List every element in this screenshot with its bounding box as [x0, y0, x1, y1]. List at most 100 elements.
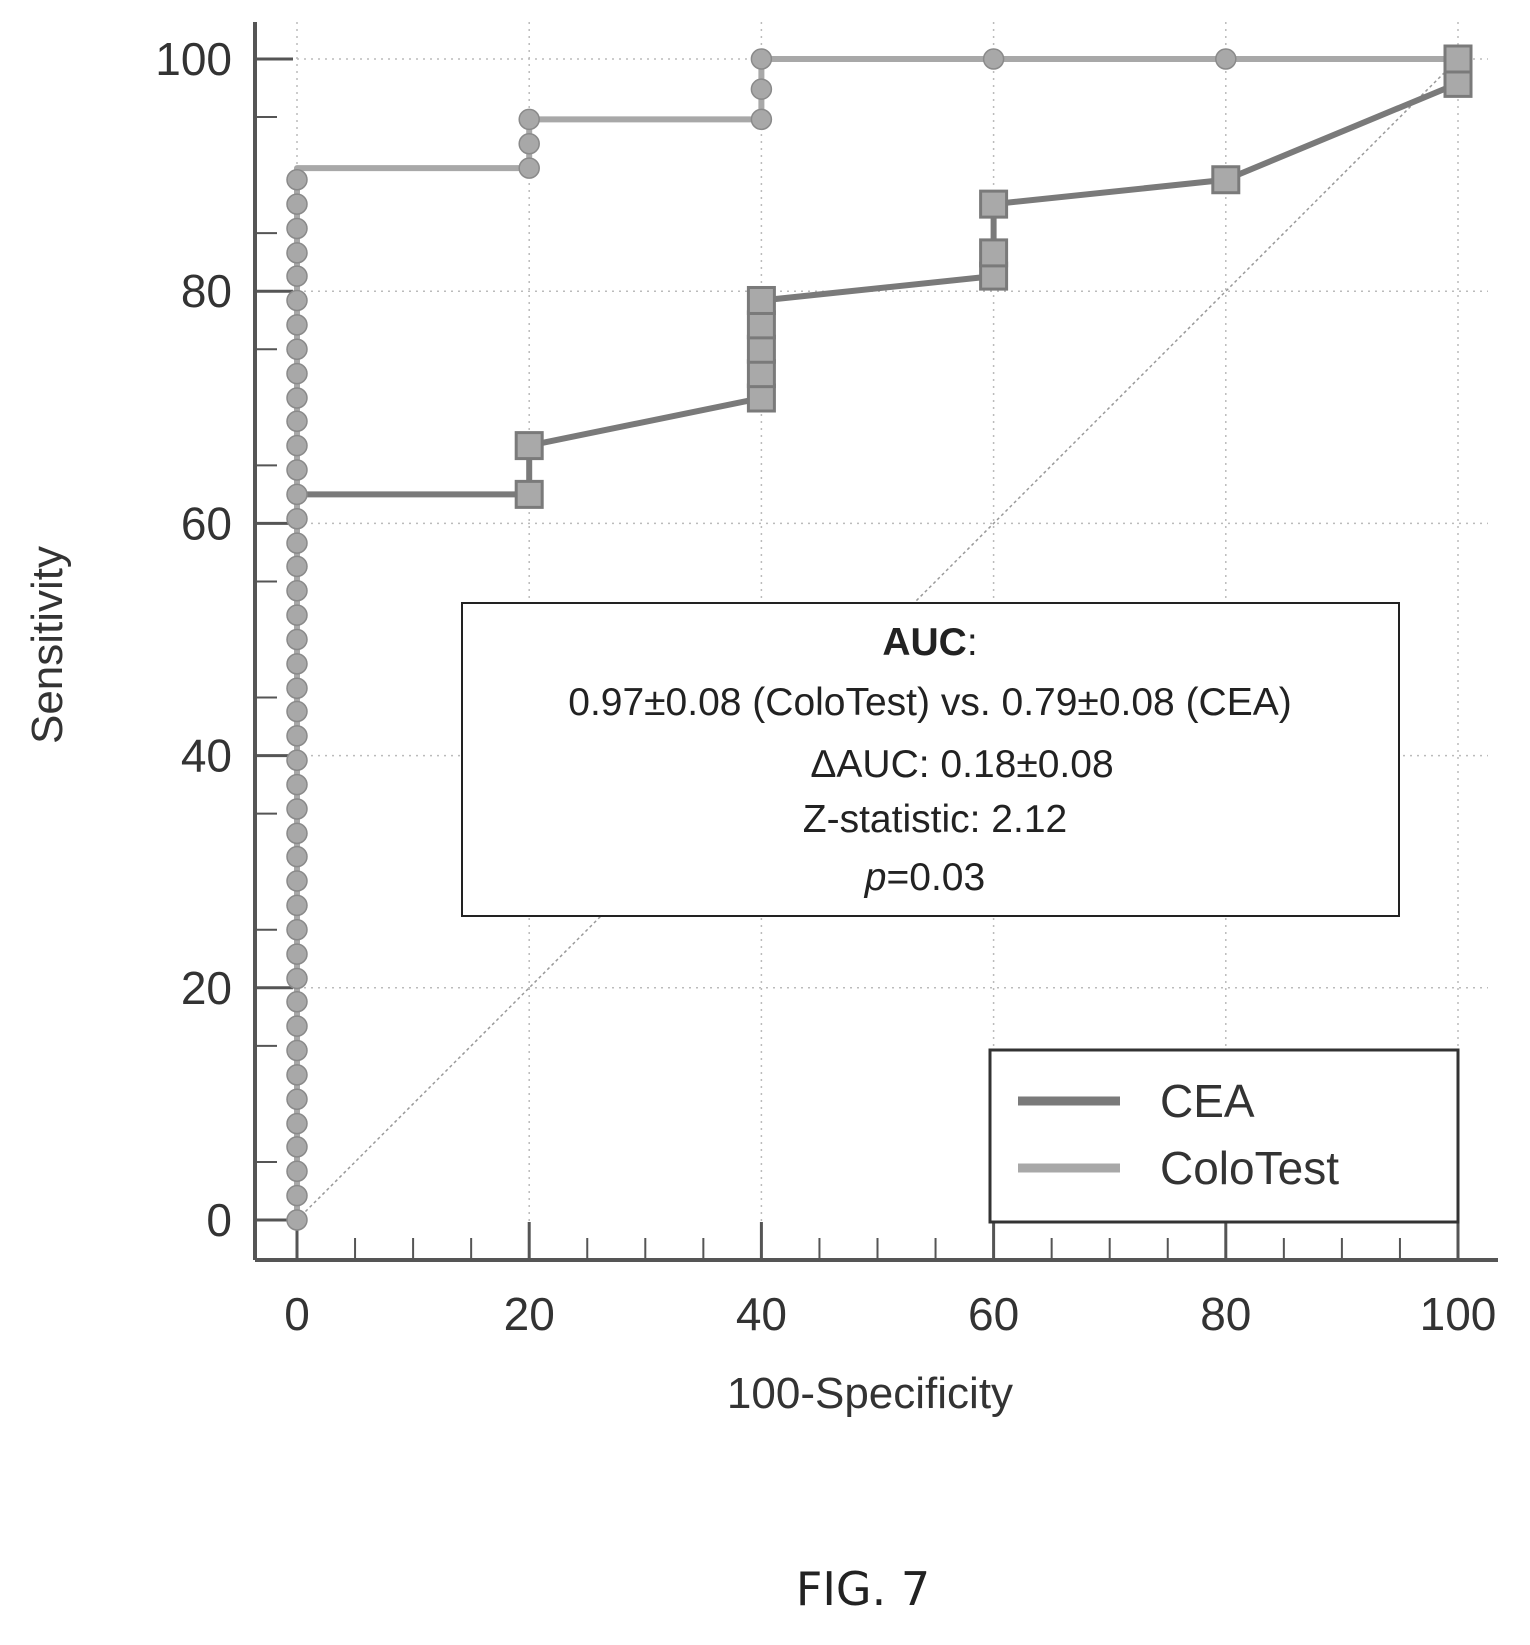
y-tick-label-20: 20: [181, 962, 232, 1014]
colotest-zero-point: [286, 773, 308, 796]
annotation-delta: ΔAUC: 0.18±0.08: [810, 743, 1113, 786]
colotest-zero-point: [286, 822, 308, 845]
y-tick-label-80: 80: [181, 265, 232, 317]
cea-point: [1443, 44, 1473, 74]
colotest-point: [982, 48, 1005, 70]
colotest-zero-point: [286, 1039, 308, 1062]
colotest-point: [518, 108, 540, 131]
colotest-zero-point: [286, 168, 308, 191]
colotest-zero-point: [286, 1112, 308, 1135]
cea-point: [746, 359, 776, 389]
colotest-point: [1215, 48, 1237, 70]
colotest-zero-point: [286, 1209, 308, 1231]
colotest-zero-point: [286, 193, 308, 215]
cea-point: [514, 479, 544, 509]
colotest-zero-point: [286, 943, 308, 965]
colotest-zero-point: [286, 483, 308, 506]
colotest-zero-point: [286, 532, 308, 554]
colotest-zero-point: [286, 1136, 308, 1158]
colotest-zero-point: [286, 217, 308, 240]
cea-point: [746, 285, 776, 315]
colotest-zero-point: [286, 870, 308, 892]
annotation-p-line: p=0.03: [864, 856, 985, 899]
annotation-p-value: =0.03: [887, 856, 986, 899]
colotest-zero-point: [286, 314, 308, 336]
colotest-zero-point: [286, 1064, 308, 1086]
axes: [253, 22, 1498, 1262]
annotation-p-symbol: p: [864, 856, 887, 899]
figure-caption: FIG. 7: [796, 1562, 930, 1616]
legend-frame: [988, 1048, 1460, 1224]
colotest-zero-point: [286, 677, 308, 700]
colotest-zero-point: [286, 894, 308, 917]
colotest-zero-point: [286, 289, 308, 312]
legend: CEA ColoTest: [988, 1048, 1460, 1224]
y-tick-label-100: 100: [155, 33, 232, 85]
colotest-zero-point: [286, 798, 308, 820]
colotest-zero-point: [286, 725, 308, 747]
colotest-zero-point: [286, 1088, 308, 1111]
colotest-zero-point: [286, 338, 308, 360]
cea-point: [979, 261, 1009, 291]
tick-labels: 0 20 40 60 80 100 0 20 40 60 80 100: [155, 33, 1496, 1340]
annotation-title: AUC: [882, 621, 967, 664]
colotest-zero-point: [286, 459, 308, 481]
annotation-title-suffix: :: [967, 621, 978, 664]
legend-label-cea: CEA: [1160, 1075, 1255, 1127]
y-tick-label-0: 0: [206, 1194, 232, 1246]
cea-point: [514, 431, 544, 461]
colotest-point: [750, 48, 773, 70]
annotation-title-line: AUC:: [882, 621, 977, 664]
colotest-zero-point: [286, 990, 308, 1013]
colotest-zero-point: [286, 1184, 308, 1207]
colotest-zero-point: [286, 749, 308, 771]
colotest-zero-point: [286, 242, 308, 264]
colotest-point: [750, 108, 773, 131]
y-tick-label-40: 40: [181, 730, 232, 782]
annotation-frame: [461, 602, 1400, 917]
x-tick-label-0: 0: [284, 1288, 310, 1340]
colotest-zero-point: [286, 1160, 308, 1182]
colotest-zero-point: [286, 387, 308, 409]
colotest-zero-point: [286, 362, 308, 385]
colotest-zero-point: [286, 508, 308, 530]
colotest-zero-point: [286, 919, 308, 941]
x-axis-title: 100-Specificity: [727, 1369, 1013, 1418]
colotest-zero-point: [286, 653, 308, 675]
colotest-zero-point: [286, 845, 308, 868]
colotest-point: [750, 78, 773, 100]
x-tick-label-20: 20: [504, 1288, 555, 1340]
colotest-zero-point: [286, 434, 308, 457]
colotest-zero-point: [286, 555, 308, 578]
cea-point: [979, 238, 1009, 268]
x-tick-label-60: 60: [968, 1288, 1019, 1340]
y-tick-label-60: 60: [181, 497, 232, 549]
colotest-zero-point: [286, 700, 308, 723]
cea-point: [1443, 68, 1473, 98]
colotest-point: [518, 157, 540, 179]
y-axis-title: Sensitivity: [23, 546, 72, 744]
colotest-zero-point: [286, 604, 308, 626]
x-tick-label-80: 80: [1200, 1288, 1251, 1340]
series-layer: [286, 44, 1473, 1231]
annotation-zstat: Z-statistic: 2.12: [803, 798, 1067, 841]
x-tick-label-40: 40: [736, 1288, 787, 1340]
x-tick-label-100: 100: [1420, 1288, 1497, 1340]
annotation-comparison: 0.97±0.08 (ColoTest) vs. 0.79±0.08 (CEA): [568, 681, 1291, 724]
colotest-zero-point: [286, 265, 308, 287]
reference-diagonal-line: [296, 58, 1459, 1221]
cea-point: [746, 334, 776, 364]
legend-label-colotest: ColoTest: [1160, 1142, 1339, 1194]
colotest-zero-point: [286, 967, 308, 990]
cea-point: [746, 383, 776, 413]
colotest-zero-point: [286, 579, 308, 602]
colotest-point: [518, 133, 540, 155]
colotest-zero-point: [286, 410, 308, 432]
colotest-zero-point: [286, 1015, 308, 1037]
auc-annotation-box: AUC: 0.97±0.08 (ColoTest) vs. 0.79±0.08 …: [461, 602, 1400, 917]
cea-point: [979, 189, 1009, 219]
cea-point: [1211, 165, 1241, 195]
colotest-zero-point: [286, 628, 308, 651]
cea-point: [746, 310, 776, 340]
